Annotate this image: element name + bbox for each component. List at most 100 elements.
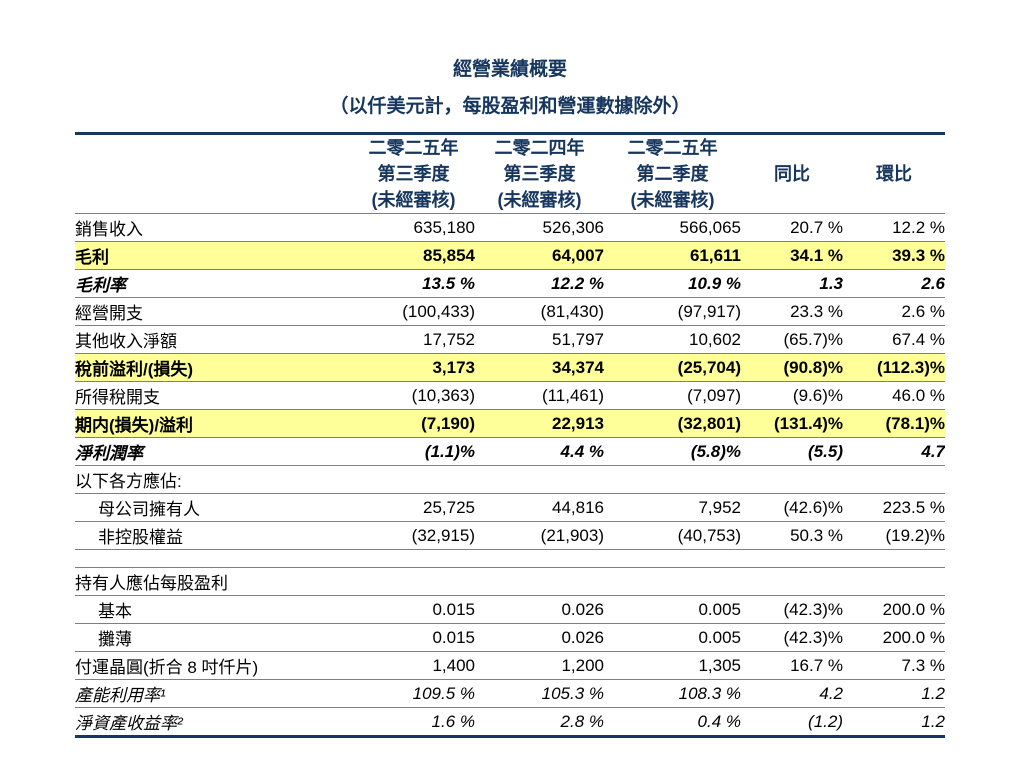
column-header-blank bbox=[75, 133, 352, 214]
row-value bbox=[475, 549, 604, 568]
row-value: (7,097) bbox=[604, 381, 741, 410]
row-label: 付運晶圓(折合 8 吋仟片) bbox=[75, 651, 352, 680]
row-value: 1.3 bbox=[741, 269, 843, 298]
row-value: 46.0 % bbox=[843, 381, 945, 410]
row-value: 4.2 bbox=[741, 679, 843, 708]
column-header: 二零二五年第二季度 (未經審核) bbox=[604, 133, 741, 214]
row-value: 25,725 bbox=[352, 493, 475, 522]
row-value: 4.7 bbox=[843, 437, 945, 466]
table-row: 其他收入淨額 17,752 51,797 10,602 (65.7)% 67.4 % bbox=[75, 325, 945, 354]
table-header-row: 二零二五年 第三季度 (未經審核) 二零二四年 第三季度 (未經審核) 二零二五年 第二季度 (… bbox=[75, 133, 945, 214]
table-row: 期内(損失)/溢利 (7,190) 22,913 (32,801) (131.4)% (7… bbox=[75, 409, 945, 438]
row-value: 2.8 % bbox=[475, 707, 604, 737]
row-value: (42.6)% bbox=[741, 493, 843, 522]
row-value: 23.3 % bbox=[741, 297, 843, 326]
row-value bbox=[843, 567, 945, 596]
row-label: 毛利 bbox=[75, 241, 352, 270]
row-value: 635,180 bbox=[352, 213, 475, 242]
row-label: 所得稅開支 bbox=[75, 381, 352, 410]
row-value: 7.3 % bbox=[843, 651, 945, 680]
row-value: 0.015 bbox=[352, 623, 475, 652]
row-value: 0.015 bbox=[352, 595, 475, 624]
row-value: 10.9 % bbox=[604, 269, 741, 298]
column-header-line: 同比 bbox=[774, 164, 810, 184]
column-header-line: 二零二五年 bbox=[627, 138, 718, 158]
row-value: 0.026 bbox=[475, 595, 604, 624]
row-label: 非控股權益 bbox=[75, 521, 352, 550]
row-value bbox=[352, 465, 475, 494]
row-value: 108.3 % bbox=[604, 679, 741, 708]
row-value: (90.8)% bbox=[741, 353, 843, 382]
row-value: (10,363) bbox=[352, 381, 475, 410]
row-label: 淨資產收益率² bbox=[75, 707, 352, 737]
column-header-line: 第二季度 bbox=[636, 164, 709, 184]
row-value: (7,190) bbox=[352, 409, 475, 438]
row-value: (9.6)% bbox=[741, 381, 843, 410]
row-value: (5.5) bbox=[741, 437, 843, 466]
table-row: 母公司擁有人 25,725 44,816 7,952 (42.6)% 223.5 % bbox=[75, 493, 945, 522]
row-value bbox=[475, 465, 604, 494]
column-header-line: (未經審核) bbox=[630, 190, 715, 210]
table-row: 攤薄 0.015 0.026 0.005 (42.3)% 200.0 % bbox=[75, 623, 945, 652]
row-label bbox=[75, 549, 352, 568]
row-value: (42.3)% bbox=[741, 595, 843, 624]
table-row bbox=[75, 549, 945, 568]
row-value: 200.0 % bbox=[843, 623, 945, 652]
row-value: (5.8)% bbox=[604, 437, 741, 466]
column-header-line: 二零二四年 bbox=[494, 138, 585, 158]
row-value: 105.3 % bbox=[475, 679, 604, 708]
row-value: (11,461) bbox=[475, 381, 604, 410]
row-value: 0.4 % bbox=[604, 707, 741, 737]
row-value: 109.5 % bbox=[352, 679, 475, 708]
row-value bbox=[352, 549, 475, 568]
row-value: 12.2 % bbox=[843, 213, 945, 242]
row-label: 銷售收入 bbox=[75, 213, 352, 242]
column-header: 同比 bbox=[741, 133, 843, 214]
row-label: 其他收入淨額 bbox=[75, 325, 352, 354]
page-title: 經營業績概要 bbox=[452, 59, 567, 80]
row-value: 2.6 % bbox=[843, 297, 945, 326]
column-header-line: 第三季度 bbox=[377, 164, 450, 184]
row-value: 34,374 bbox=[475, 353, 604, 382]
row-value: 1.2 bbox=[843, 707, 945, 737]
row-value: 34.1 % bbox=[741, 241, 843, 270]
row-value: (19.2)% bbox=[843, 521, 945, 550]
table-row: 毛利率 13.5 % 12.2 % 10.9 % 1.3 2.6 bbox=[75, 269, 945, 298]
row-label: 淨利潤率 bbox=[75, 437, 352, 466]
table-row: 稅前溢利/(損失) 3,173 34,374 (25,704) (90.8)% (112.… bbox=[75, 353, 945, 382]
row-value bbox=[843, 465, 945, 494]
row-value: (100,433) bbox=[352, 297, 475, 326]
column-header-line: (未經審核) bbox=[371, 190, 456, 210]
row-value: 3,173 bbox=[352, 353, 475, 382]
row-value: 13.5 % bbox=[352, 269, 475, 298]
row-value: (1.2) bbox=[741, 707, 843, 737]
column-header: 環比 bbox=[843, 133, 945, 214]
column-header-line: (未經審核) bbox=[497, 190, 582, 210]
row-value: 566,065 bbox=[604, 213, 741, 242]
row-label: 持有人應佔每股盈利 bbox=[75, 567, 352, 596]
row-value: (97,917) bbox=[604, 297, 741, 326]
table-row: 非控股權益 (32,915) (21,903) (40,753) 50.3 % (19.2… bbox=[75, 521, 945, 550]
row-value: 22,913 bbox=[475, 409, 604, 438]
row-label: 基本 bbox=[75, 595, 352, 624]
row-value bbox=[475, 567, 604, 596]
row-value: 1.2 bbox=[843, 679, 945, 708]
row-value: (42.3)% bbox=[741, 623, 843, 652]
row-value: 1,200 bbox=[475, 651, 604, 680]
row-value: 12.2 % bbox=[475, 269, 604, 298]
row-value: 20.7 % bbox=[741, 213, 843, 242]
row-value bbox=[741, 567, 843, 596]
row-value bbox=[604, 465, 741, 494]
row-value: (25,704) bbox=[604, 353, 741, 382]
row-value: (40,753) bbox=[604, 521, 741, 550]
row-label: 母公司擁有人 bbox=[75, 493, 352, 522]
column-header: 二零二五年 第三季度 (未經審核) bbox=[352, 133, 475, 214]
table-row: 基本 0.015 0.026 0.005 (42.3)% 200.0 % bbox=[75, 595, 945, 624]
page-subtitle: （以仟美元計，每股盈利和營運數據除外） bbox=[329, 96, 691, 117]
table-row: 以下各方應佔: bbox=[75, 465, 945, 494]
row-value: (131.4)% bbox=[741, 409, 843, 438]
row-value: (112.3)% bbox=[843, 353, 945, 382]
table-row: 淨利潤率 (1.1)% 4.4 % (5.8)% (5.5) 4.7 bbox=[75, 437, 945, 466]
row-value: 61,611 bbox=[604, 241, 741, 270]
